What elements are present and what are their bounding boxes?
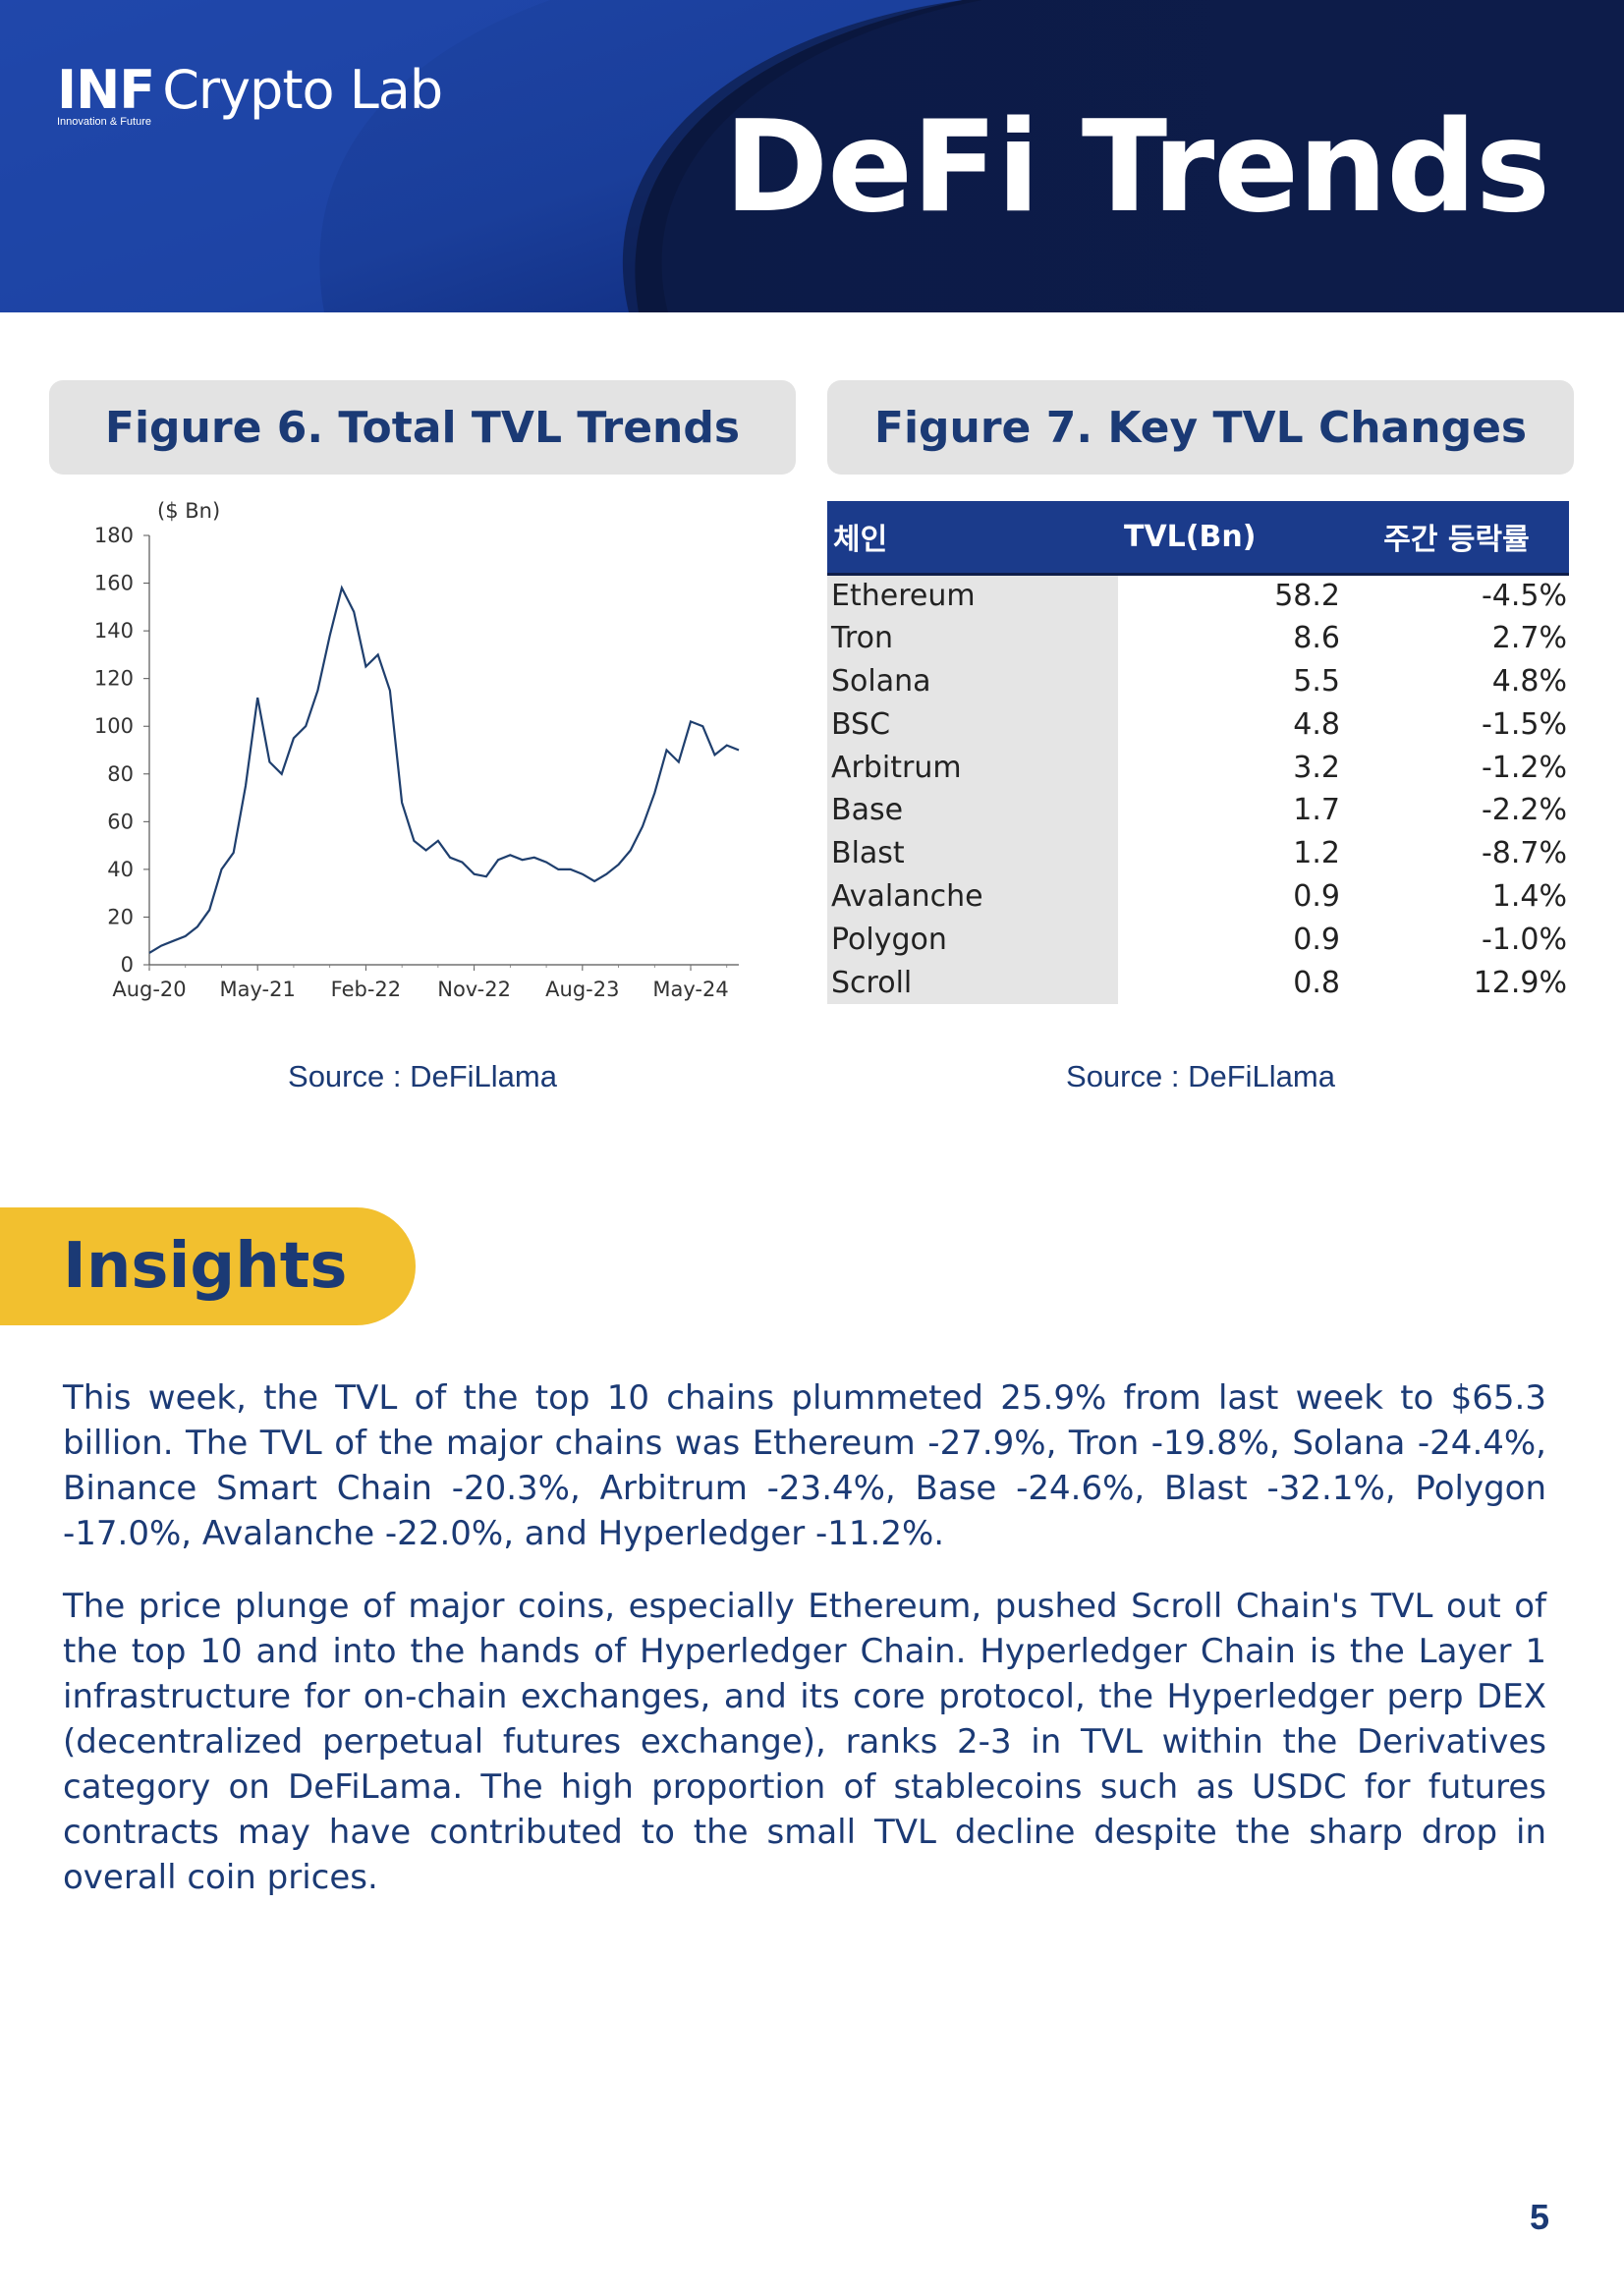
chain-name: Ethereum bbox=[827, 574, 1118, 617]
y-tick-label: 140 bbox=[94, 619, 134, 643]
x-tick-label: Aug-23 bbox=[545, 978, 619, 1001]
tvl-line-chart: 0 20 40 60 80 100 120 140 160 180 Aug-20 May-21 Feb… bbox=[94, 499, 740, 1001]
chain-name: Polygon bbox=[827, 918, 1118, 962]
y-tick-label: 0 bbox=[121, 953, 134, 977]
weekly-change: -4.5% bbox=[1481, 579, 1567, 614]
weekly-change: 12.9% bbox=[1473, 965, 1567, 1000]
chain-name: Base bbox=[827, 788, 1118, 832]
x-tick-label: May-24 bbox=[652, 978, 728, 1001]
column-header-tvl: TVL(Bn) bbox=[1118, 501, 1344, 576]
y-tick-label: 100 bbox=[94, 714, 134, 738]
figure-7-source: Source : DeFiLlama bbox=[1066, 1059, 1335, 1093]
insights-heading: Insights bbox=[0, 1207, 416, 1325]
y-tick-label: 60 bbox=[107, 810, 134, 833]
table-row: Solana 5.5 4.8% bbox=[827, 659, 1569, 703]
table-row: Blast 1.2 -8.7% bbox=[827, 831, 1569, 875]
tvl-value: 0.8 bbox=[1293, 965, 1340, 1000]
tvl-value: 0.9 bbox=[1293, 878, 1340, 914]
chain-name: Solana bbox=[827, 659, 1118, 703]
table-row: BSC 4.8 -1.5% bbox=[827, 702, 1569, 747]
tvl-series-line bbox=[148, 585, 740, 954]
tvl-value: 58.2 bbox=[1274, 579, 1340, 614]
tvl-value: 8.6 bbox=[1293, 621, 1340, 656]
tvl-value: 5.5 bbox=[1293, 663, 1340, 699]
weekly-change: -8.7% bbox=[1481, 836, 1567, 871]
table-row: Avalanche 0.9 1.4% bbox=[827, 874, 1569, 919]
weekly-change: 4.8% bbox=[1491, 663, 1567, 699]
chain-name: Tron bbox=[827, 616, 1118, 660]
weekly-change: 1.4% bbox=[1491, 878, 1567, 914]
table-row: Scroll 0.8 12.9% bbox=[827, 961, 1569, 1004]
table-row: Tron 8.6 2.7% bbox=[827, 616, 1569, 660]
tvl-changes-table: 체인 TVL(Bn) 주간 등락률 Ethereum 58.2 -4.5% Tron… bbox=[827, 501, 1569, 1004]
chain-name: Arbitrum bbox=[827, 746, 1118, 789]
tvl-value: 3.2 bbox=[1293, 750, 1340, 785]
y-tick-label: 40 bbox=[107, 858, 134, 881]
page-number: 5 bbox=[1529, 2197, 1549, 2237]
weekly-change: -1.0% bbox=[1481, 922, 1567, 957]
column-header-chain: 체인 bbox=[827, 501, 1118, 576]
x-tick-label: May-21 bbox=[220, 978, 296, 1001]
figure-6-title: Figure 6. Total TVL Trends bbox=[49, 380, 796, 475]
x-tick-label: Aug-20 bbox=[112, 978, 186, 1001]
weekly-change: 2.7% bbox=[1491, 621, 1567, 656]
chart-axes bbox=[148, 535, 739, 966]
page-header: INF Crypto Lab Innovation & Future DeFi T… bbox=[0, 0, 1624, 312]
chain-name: Blast bbox=[827, 831, 1118, 875]
tvl-value: 1.7 bbox=[1293, 793, 1340, 828]
y-tick-label: 20 bbox=[107, 905, 134, 928]
chart-unit-label: ($ Bn) bbox=[157, 499, 220, 523]
insights-body: This week, the TVL of the top 10 chains … bbox=[63, 1375, 1546, 1928]
tvl-value: 1.2 bbox=[1293, 836, 1340, 871]
header-background bbox=[0, 0, 1624, 312]
x-tick-label: Feb-22 bbox=[331, 978, 401, 1001]
chart-x-ticks: Aug-20 May-21 Feb-22 Nov-22 Aug-23 May-24 bbox=[112, 965, 729, 1001]
logo-crypto-lab: Crypto Lab bbox=[162, 59, 443, 121]
logo-tagline: Innovation & Future bbox=[57, 116, 152, 128]
column-header-weekly-change: 주간 등락률 bbox=[1344, 501, 1569, 576]
figure-7-title: Figure 7. Key TVL Changes bbox=[827, 380, 1574, 475]
x-tick-label: Nov-22 bbox=[437, 978, 511, 1001]
y-tick-label: 80 bbox=[107, 762, 134, 786]
tvl-value: 4.8 bbox=[1293, 706, 1340, 742]
chain-name: Scroll bbox=[827, 961, 1118, 1004]
y-tick-label: 160 bbox=[94, 572, 134, 595]
table-row: Arbitrum 3.2 -1.2% bbox=[827, 746, 1569, 789]
page-title: DeFi Trends bbox=[723, 94, 1550, 241]
weekly-change: -2.2% bbox=[1481, 793, 1567, 828]
figure-6-source: Source : DeFiLlama bbox=[288, 1059, 557, 1093]
weekly-change: -1.5% bbox=[1481, 706, 1567, 742]
table-header-row: 체인 TVL(Bn) 주간 등락률 bbox=[827, 501, 1569, 576]
tvl-value: 0.9 bbox=[1293, 922, 1340, 957]
table-row: Polygon 0.9 -1.0% bbox=[827, 918, 1569, 962]
table-row: Ethereum 58.2 -4.5% bbox=[827, 574, 1569, 617]
y-tick-label: 120 bbox=[94, 667, 134, 691]
weekly-change: -1.2% bbox=[1481, 750, 1567, 785]
y-tick-label: 180 bbox=[94, 524, 134, 547]
chain-name: BSC bbox=[827, 702, 1118, 747]
insights-paragraph: The price plunge of major coins, especia… bbox=[63, 1587, 1546, 1897]
logo-inf: INF bbox=[57, 59, 155, 121]
table-row: Base 1.7 -2.2% bbox=[827, 788, 1569, 832]
insights-paragraph: This week, the TVL of the top 10 chains … bbox=[63, 1378, 1546, 1553]
chart-y-ticks: 0 20 40 60 80 100 120 140 160 180 bbox=[94, 524, 149, 977]
company-logo: INF Crypto Lab Innovation & Future bbox=[57, 59, 443, 129]
chain-name: Avalanche bbox=[827, 874, 1118, 919]
